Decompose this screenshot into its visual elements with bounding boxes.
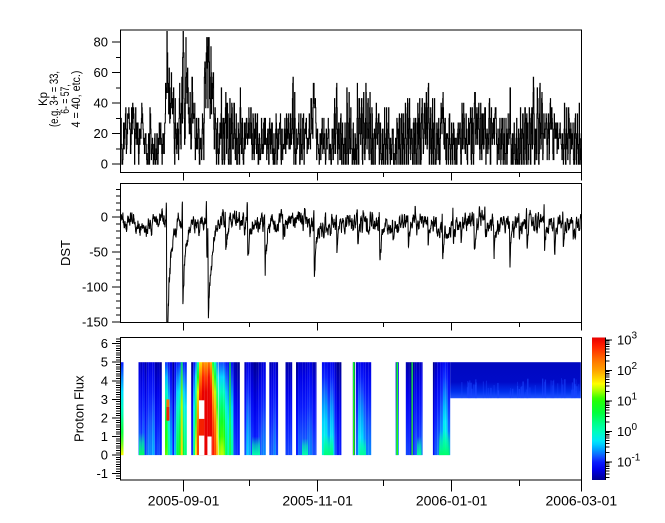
svg-text:Kp: Kp xyxy=(38,92,50,106)
svg-text:1: 1 xyxy=(101,429,108,444)
svg-text:2: 2 xyxy=(101,410,108,425)
svg-text:-150: -150 xyxy=(82,314,108,329)
svg-text:2005-11-01: 2005-11-01 xyxy=(282,493,353,509)
svg-text:-50: -50 xyxy=(89,245,108,260)
svg-text:2006-03-01: 2006-03-01 xyxy=(546,493,618,509)
svg-text:60: 60 xyxy=(94,65,108,80)
svg-text:(e.g. 3+ = 33,: (e.g. 3+ = 33, xyxy=(49,71,61,127)
svg-text:-100: -100 xyxy=(82,279,108,294)
svg-text:0: 0 xyxy=(101,448,108,463)
svg-text:DST: DST xyxy=(58,240,73,266)
svg-text:2005-09-01: 2005-09-01 xyxy=(148,493,220,509)
svg-text:6: 6 xyxy=(101,336,108,351)
svg-text:40: 40 xyxy=(94,96,108,111)
svg-text:5: 5 xyxy=(101,355,108,370)
svg-text:2006-01-01: 2006-01-01 xyxy=(416,493,488,509)
svg-text:6- = 57,: 6- = 57, xyxy=(60,84,72,114)
svg-text:3: 3 xyxy=(101,392,108,407)
svg-text:20: 20 xyxy=(94,126,108,141)
svg-text:0: 0 xyxy=(101,157,108,172)
svg-text:Proton Flux: Proton Flux xyxy=(72,375,87,442)
svg-text:4: 4 xyxy=(101,373,108,388)
svg-text:0: 0 xyxy=(101,210,108,225)
svg-text:4 = 40, etc.): 4 = 40, etc.) xyxy=(71,70,83,127)
svg-text:-1: -1 xyxy=(96,466,108,481)
svg-text:80: 80 xyxy=(94,35,108,50)
